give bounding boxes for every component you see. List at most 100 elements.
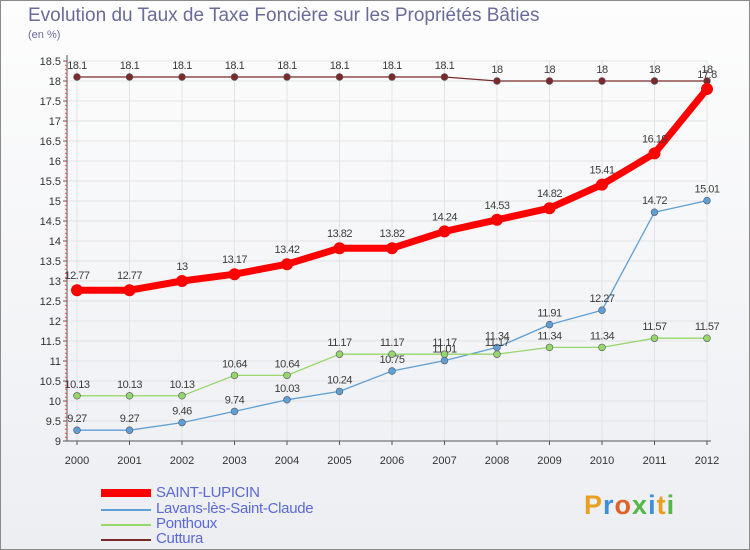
data-point — [176, 275, 188, 287]
x-tick-label: 2002 — [170, 455, 194, 467]
axis-dash — [64, 260, 68, 263]
data-point — [335, 350, 344, 358]
data-label: 18 — [596, 64, 608, 76]
data-point — [123, 284, 136, 297]
axis-dash — [64, 388, 68, 391]
axis-dash — [64, 104, 68, 107]
data-label: 18.1 — [225, 60, 245, 72]
data-point — [335, 387, 344, 396]
legend-label: Cuttura — [156, 530, 204, 547]
data-point — [701, 83, 713, 95]
axis-dash — [64, 348, 68, 351]
data-label: 18.1 — [435, 60, 455, 72]
unit-label: (en %) — [28, 29, 61, 41]
legend-item-ponthoux: Ponthoux — [101, 515, 361, 532]
axis-dash — [64, 368, 68, 371]
axis-dash — [64, 68, 68, 71]
data-point — [545, 77, 554, 85]
data-point — [598, 306, 606, 314]
axis-dash — [64, 268, 68, 271]
axis-dash — [64, 176, 68, 179]
axis-dash — [64, 248, 68, 251]
axis-dash — [64, 172, 68, 175]
y-tick-label: 14 — [49, 236, 61, 248]
data-label: 18.1 — [67, 60, 87, 72]
data-point — [493, 77, 501, 85]
data-point — [440, 350, 449, 358]
axis-dash — [64, 216, 68, 219]
y-tick-label: 13.5 — [40, 256, 61, 268]
axis-dash — [64, 276, 68, 279]
axis-dash — [64, 132, 68, 135]
axis-dash — [64, 340, 68, 343]
axis-dash — [64, 152, 68, 155]
legend-swatch — [101, 509, 151, 511]
axis-dash — [64, 272, 68, 275]
axis-dash — [64, 100, 68, 103]
data-label: 10.13 — [64, 379, 89, 391]
x-tick-label: 2004 — [275, 455, 299, 467]
data-label: 9.46 — [172, 406, 192, 418]
axis-dash — [64, 140, 68, 143]
axis-dash — [64, 196, 68, 199]
axis-dash — [64, 144, 68, 147]
data-label: 11.01 — [432, 344, 457, 356]
data-label: 9.27 — [67, 413, 87, 425]
axis-dash — [64, 244, 68, 247]
data-point — [73, 73, 81, 81]
data-label: 10.64 — [274, 358, 299, 370]
data-label: 11.91 — [537, 308, 562, 320]
data-label: 13.42 — [274, 244, 299, 256]
data-label: 14.72 — [642, 195, 667, 207]
axis-dash — [64, 352, 68, 355]
data-point — [283, 73, 291, 81]
data-label: 11.17 — [432, 337, 457, 349]
axis-dash — [64, 416, 68, 419]
axis-dash — [64, 380, 68, 383]
data-label: 11.34 — [485, 330, 510, 342]
data-point — [281, 258, 293, 271]
data-point — [440, 73, 449, 81]
axis-dash — [64, 136, 68, 139]
axis-dash — [64, 116, 68, 119]
data-label: 16.19 — [642, 133, 667, 145]
data-point — [178, 73, 186, 81]
data-point — [125, 392, 134, 400]
data-point — [703, 196, 711, 205]
legend-swatch — [101, 539, 151, 541]
y-tick-label: 15.5 — [40, 176, 61, 188]
axis-dash — [64, 96, 68, 99]
axis-dash — [64, 316, 68, 319]
y-tick-label: 16 — [49, 156, 61, 168]
page-title: Evolution du Taux de Taxe Foncière sur l… — [28, 5, 540, 26]
axis-dash — [64, 124, 68, 127]
data-label: 10.13 — [117, 379, 142, 391]
axis-dash — [64, 228, 68, 231]
axis-dash — [64, 428, 68, 431]
axis-dash — [64, 292, 68, 295]
axis-dash — [64, 204, 68, 207]
axis-dash — [64, 160, 68, 163]
x-tick-label: 2009 — [537, 455, 561, 467]
axis-dash — [64, 188, 68, 191]
legend-item-saint-lupicin: SAINT-LUPICIN — [101, 484, 361, 501]
x-tick-label: 2012 — [695, 455, 719, 467]
data-point — [230, 371, 239, 380]
axis-dash — [64, 192, 68, 195]
data-label: 11.34 — [590, 330, 615, 342]
axis-dash — [64, 220, 68, 223]
data-label: 18 — [544, 64, 556, 76]
data-point — [388, 367, 396, 375]
axis-dash — [64, 60, 68, 63]
axis-dash — [64, 328, 68, 331]
data-point — [438, 225, 451, 238]
axis-dash — [64, 372, 68, 375]
legend-item-cuttura: Cuttura — [101, 530, 361, 547]
x-tick-label: 2007 — [432, 455, 456, 467]
data-label: 11.57 — [695, 321, 720, 333]
axis-dash — [64, 72, 68, 75]
proxiti-logo: Proxiti — [584, 490, 676, 520]
legend-label: Ponthoux — [156, 515, 217, 532]
y-tick-label: 17.5 — [40, 96, 61, 108]
data-point — [335, 73, 344, 81]
